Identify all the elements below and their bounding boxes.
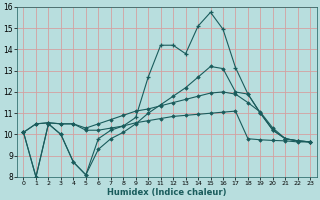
X-axis label: Humidex (Indice chaleur): Humidex (Indice chaleur) — [107, 188, 227, 197]
